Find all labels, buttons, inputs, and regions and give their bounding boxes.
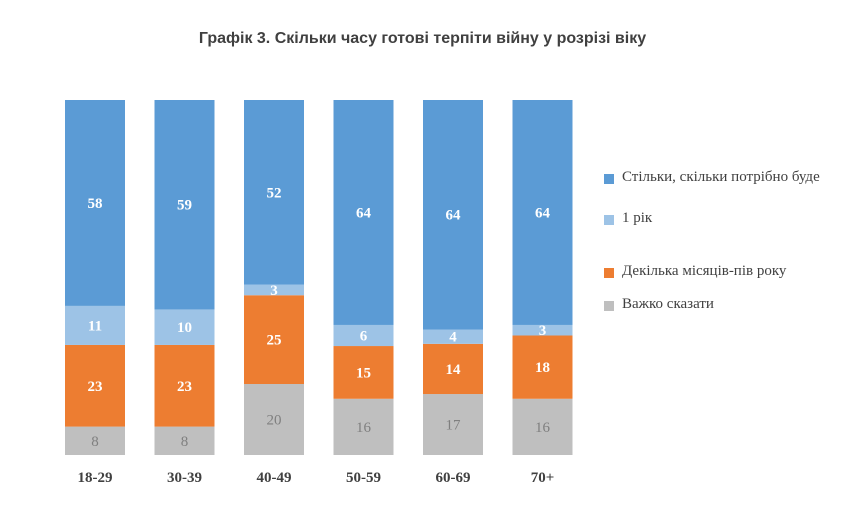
category-label: 40-49 (257, 470, 292, 486)
data-label: 25 (267, 333, 282, 349)
data-label: 3 (539, 323, 547, 339)
category-label: 18-29 (78, 470, 113, 486)
category-labels-group: 18-29 30-39 40-49 50-59 60-69 70+ (78, 470, 555, 486)
bar-segment-as-long-as-needed (423, 100, 483, 330)
bar-segment-hard-to-say (423, 394, 483, 455)
bar-segment-one-year (154, 309, 215, 345)
legend-swatch (604, 174, 614, 184)
data-label: 8 (91, 434, 99, 450)
bar-segment-hard-to-say (244, 384, 304, 455)
bar-segment-one-year (423, 329, 483, 344)
bar-segment-as-long-as-needed (512, 100, 573, 325)
data-label: 58 (88, 196, 103, 212)
data-label: 8 (181, 434, 189, 450)
bar-segment-several-months (65, 344, 125, 427)
data-label: 52 (267, 185, 282, 201)
data-label: 64 (356, 205, 372, 221)
data-label: 10 (177, 320, 192, 336)
category-label: 60-69 (436, 470, 471, 486)
bar-segment-several-months (154, 344, 215, 427)
data-label: 17 (446, 418, 462, 434)
legend-item-several-months: Декілька місяців-пів року (604, 262, 834, 281)
data-label: 4 (449, 330, 457, 346)
data-label: 14 (446, 362, 462, 378)
legend-label: 1 рік (622, 210, 653, 226)
bar-segment-as-long-as-needed (65, 100, 125, 306)
bar-segment-as-long-as-needed (244, 100, 304, 285)
data-label: 64 (535, 205, 551, 221)
legend-item-hard-to-say: Важко сказати (604, 295, 834, 314)
bar-segment-several-months (333, 346, 394, 399)
bar-segment-as-long-as-needed (333, 100, 394, 325)
legend-label: Важко сказати (622, 296, 714, 312)
bar-segment-hard-to-say (65, 426, 125, 455)
bar-segment-one-year (333, 324, 394, 347)
legend-swatch (604, 215, 614, 225)
category-label: 70+ (531, 470, 555, 486)
bar-segment-one-year (244, 284, 304, 296)
bar-segment-hard-to-say (333, 398, 394, 455)
data-label: 6 (360, 328, 368, 344)
legend-item-one-year: 1 рік (604, 209, 834, 228)
category-label: 30-39 (167, 470, 202, 486)
legend: Стільки, скільки потрібно буде 1 рік Дек… (604, 168, 834, 314)
data-label: 16 (535, 420, 551, 436)
data-label: 20 (267, 413, 282, 429)
legend-label: Стільки, скільки потрібно буде (622, 169, 820, 185)
data-label: 3 (270, 283, 278, 299)
legend-swatch (604, 268, 614, 278)
bar-segment-as-long-as-needed (154, 100, 215, 310)
legend-item-as-long-as-needed: Стільки, скільки потрібно буде (604, 168, 834, 187)
data-label: 16 (356, 420, 372, 436)
chart-title: Графік 3. Скільки часу готові терпіти ві… (198, 30, 647, 47)
bar-segment-several-months (423, 343, 483, 395)
data-label: 15 (356, 365, 371, 381)
data-label: 59 (177, 198, 192, 214)
bar-segment-several-months (244, 295, 304, 384)
bar-segment-hard-to-say (512, 398, 573, 455)
bars-group: 8 23 11 58 8 23 10 59 20 25 3 52 16 15 6 64 17 14 4 64 16 18 3… (65, 100, 573, 455)
bar-segment-one-year (512, 324, 573, 336)
legend-swatch (604, 301, 614, 311)
bar-segment-hard-to-say (154, 426, 215, 455)
data-label: 23 (177, 379, 192, 395)
data-label: 64 (446, 208, 462, 224)
bar-segment-several-months (512, 335, 573, 399)
data-label: 11 (88, 318, 102, 334)
data-label: 18 (535, 360, 550, 376)
data-label: 23 (88, 379, 103, 395)
legend-label: Декілька місяців-пів року (622, 263, 787, 279)
bar-segment-one-year (65, 305, 125, 345)
category-label: 50-59 (346, 470, 381, 486)
